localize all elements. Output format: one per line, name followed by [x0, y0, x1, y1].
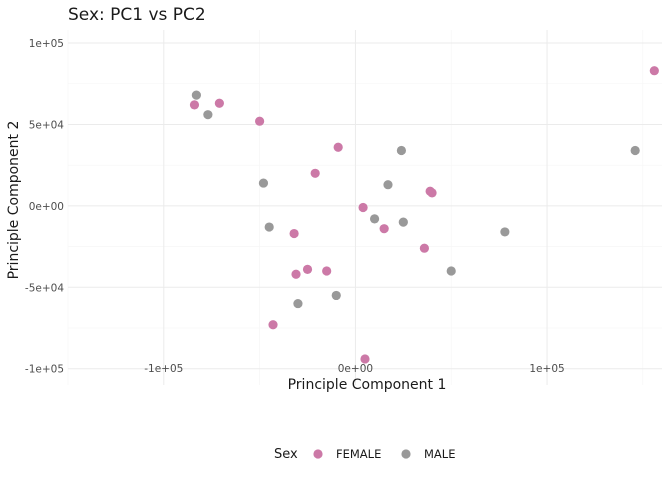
y-axis-title: Principle Component 2: [6, 121, 22, 280]
point-female: [214, 98, 224, 108]
point-female: [268, 320, 278, 330]
legend-key-female: [313, 449, 323, 459]
point-female: [427, 188, 437, 198]
point-male: [203, 110, 213, 120]
axis-ticks: -1e+05 0e+00 1e+05 -1e+05 -5e+04 0e+00 5e+04 1e…: [25, 38, 565, 376]
legend-key-male: [401, 449, 411, 459]
point-male: [396, 145, 407, 156]
x-tick-label: 0e+00: [338, 363, 373, 375]
legend-label-female: FEMALE: [336, 447, 381, 461]
point-female: [310, 168, 320, 178]
y-tick-label: 0e+00: [29, 201, 64, 213]
point-female: [419, 243, 429, 253]
y-tick-label: 5e+04: [29, 119, 65, 131]
legend-label-male: MALE: [424, 447, 455, 461]
point-female: [189, 100, 200, 110]
data-points: [189, 66, 659, 364]
point-male: [258, 178, 269, 188]
x-tick-label: 1e+05: [529, 363, 564, 375]
point-male: [369, 214, 380, 224]
point-female: [289, 228, 299, 239]
x-axis-title: Principle Component 1: [288, 377, 447, 393]
point-female: [358, 202, 368, 213]
point-female: [649, 66, 659, 76]
y-tick-label: -1e+05: [25, 364, 64, 376]
point-male: [383, 180, 393, 190]
point-male: [191, 90, 201, 100]
point-male: [630, 145, 640, 156]
point-female: [302, 264, 313, 274]
point-female: [379, 224, 389, 234]
point-male: [293, 298, 303, 309]
point-female: [255, 116, 265, 126]
point-female: [322, 266, 332, 276]
x-tick-label: -1e+05: [144, 363, 183, 375]
point-male: [500, 227, 510, 237]
chart-title: Sex: PC1 vs PC2: [68, 5, 206, 25]
point-female: [360, 354, 370, 364]
point-female: [333, 142, 343, 152]
y-tick-label: -5e+04: [25, 282, 64, 294]
point-male: [446, 266, 456, 276]
legend-title: Sex: [274, 447, 298, 462]
point-male: [264, 222, 274, 232]
legend: Sex FEMALE MALE: [274, 447, 455, 462]
point-female: [291, 269, 301, 279]
y-tick-label: 1e+05: [29, 38, 64, 50]
point-male: [398, 217, 408, 227]
point-male: [331, 290, 341, 301]
